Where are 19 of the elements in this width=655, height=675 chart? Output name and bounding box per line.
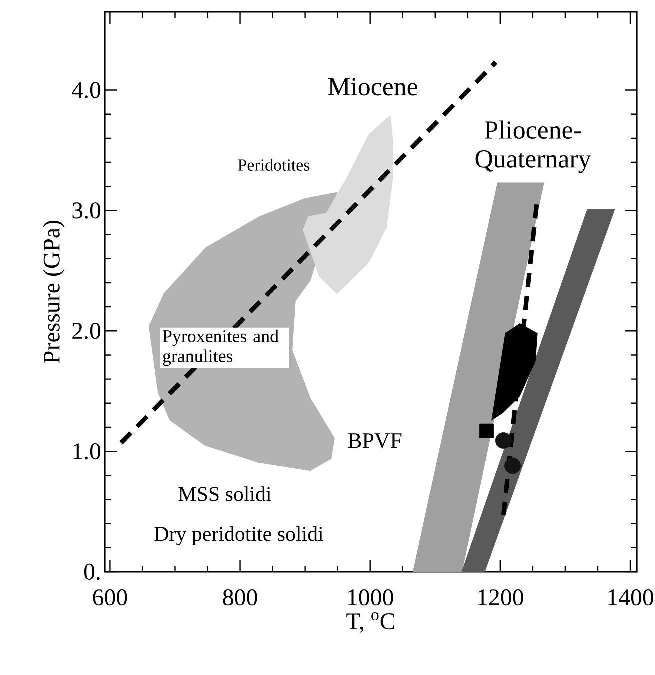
y-tick-label: 3.0 (72, 202, 101, 219)
x-tick-label: 800 (223, 590, 258, 606)
annotation: MSS solidi (178, 486, 272, 502)
annotation: Peridotites (238, 159, 310, 171)
y-tick-label: 0. (84, 564, 100, 580)
x-tick-label: 1400 (608, 590, 654, 606)
annotation: Pyroxenites and granulites (163, 330, 279, 366)
x-tick-label: 1200 (478, 590, 524, 606)
y-axis-title: Pressure (GPa) (43, 221, 65, 364)
annotation: Miocene (328, 78, 418, 96)
annotation: Dry peridotite solidi (154, 526, 324, 546)
y-tick-label: 2.0 (72, 323, 101, 340)
annotation: Pliocene-Quaternary (476, 120, 592, 174)
y-tick-label: 1.0 (74, 443, 101, 460)
x-tick-label: 1000 (348, 590, 394, 606)
x-axis-title: T, $^{o}$C (346, 612, 394, 634)
y-tick-label: 4.0 (72, 82, 101, 98)
annotation: BPVF (348, 434, 402, 448)
x-tick-label: 600 (93, 590, 128, 606)
